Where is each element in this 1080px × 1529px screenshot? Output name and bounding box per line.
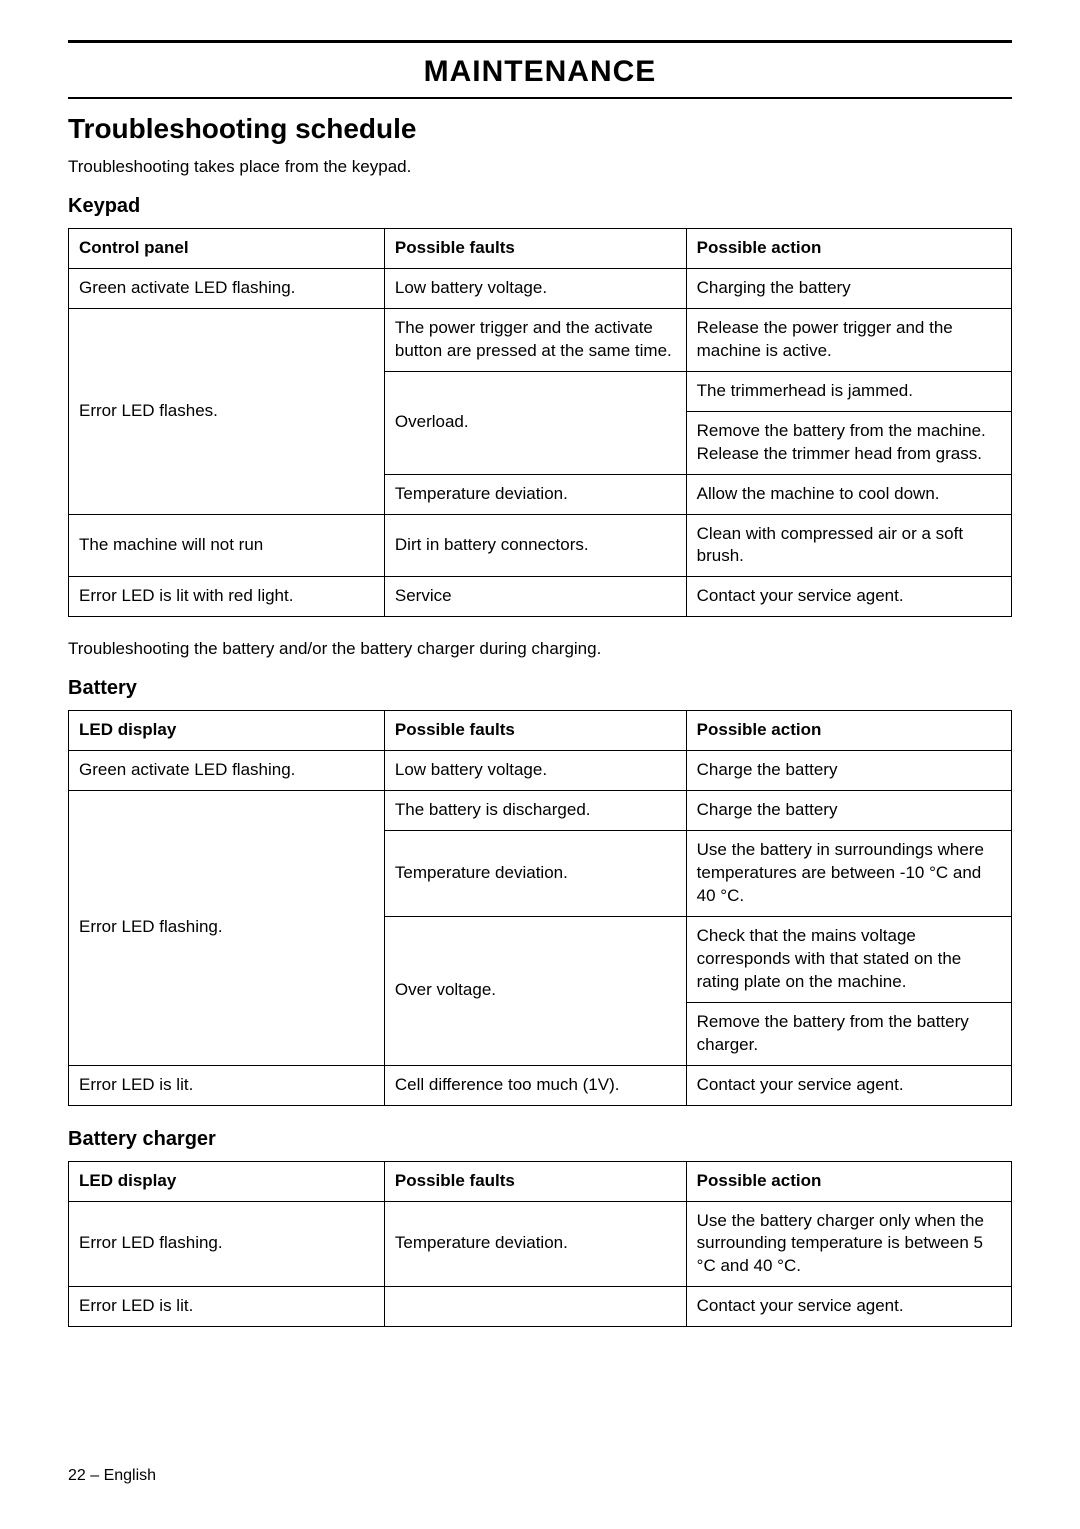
keypad-heading: Keypad: [68, 195, 1012, 218]
top-rule: [68, 40, 1012, 43]
cell: Temperature deviation.: [384, 831, 686, 917]
col-header: LED display: [69, 711, 385, 751]
keypad-table: Control panel Possible faults Possible a…: [68, 228, 1012, 617]
col-header: Possible action: [686, 711, 1011, 751]
intro-text-2: Troubleshooting the battery and/or the b…: [68, 639, 1012, 659]
intro-text-1: Troubleshooting takes place from the key…: [68, 157, 1012, 177]
table-row: Error LED is lit. Cell difference too mu…: [69, 1065, 1012, 1105]
table-row: Error LED flashing. The battery is disch…: [69, 791, 1012, 831]
table-header-row: LED display Possible faults Possible act…: [69, 711, 1012, 751]
table-header-row: Control panel Possible faults Possible a…: [69, 229, 1012, 269]
col-header: Possible faults: [384, 711, 686, 751]
cell: Cell difference too much (1V).: [384, 1065, 686, 1105]
section-title: Troubleshooting schedule: [68, 113, 1012, 145]
chapter-title: MAINTENANCE: [68, 55, 1012, 89]
cell: Error LED is lit with red light.: [69, 577, 385, 617]
cell: Clean with compressed air or a soft brus…: [686, 514, 1011, 577]
table-row: The machine will not run Dirt in battery…: [69, 514, 1012, 577]
cell: [384, 1287, 686, 1327]
cell: Allow the machine to cool down.: [686, 474, 1011, 514]
cell: Temperature deviation.: [384, 1201, 686, 1287]
cell: Error LED is lit.: [69, 1287, 385, 1327]
charger-heading: Battery charger: [68, 1128, 1012, 1151]
col-header: LED display: [69, 1161, 385, 1201]
cell: Dirt in battery connectors.: [384, 514, 686, 577]
cell: Charge the battery: [686, 751, 1011, 791]
cell: The battery is discharged.: [384, 791, 686, 831]
cell: Green activate LED flashing.: [69, 751, 385, 791]
table-row: Error LED flashes. The power trigger and…: [69, 308, 1012, 371]
cell: The power trigger and the activate butto…: [384, 308, 686, 371]
cell: Error LED flashing.: [69, 791, 385, 1065]
cell: Low battery voltage.: [384, 268, 686, 308]
cell: Remove the battery from the machine. Rel…: [686, 411, 1011, 474]
table-row: Error LED is lit. Contact your service a…: [69, 1287, 1012, 1327]
table-row: Error LED is lit with red light. Service…: [69, 577, 1012, 617]
cell: Error LED flashing.: [69, 1201, 385, 1287]
cell: Overload.: [384, 371, 686, 474]
page-footer: 22 – English: [68, 1467, 156, 1485]
cell: Green activate LED flashing.: [69, 268, 385, 308]
col-header: Control panel: [69, 229, 385, 269]
cell: Contact your service agent.: [686, 1065, 1011, 1105]
cell: Use the battery in surroundings where te…: [686, 831, 1011, 917]
cell: Error LED flashes.: [69, 308, 385, 514]
cell: Use the battery charger only when the su…: [686, 1201, 1011, 1287]
cell: Contact your service agent.: [686, 577, 1011, 617]
col-header: Possible faults: [384, 1161, 686, 1201]
cell: Remove the battery from the battery char…: [686, 1002, 1011, 1065]
col-header: Possible faults: [384, 229, 686, 269]
cell: Charging the battery: [686, 268, 1011, 308]
table-header-row: LED display Possible faults Possible act…: [69, 1161, 1012, 1201]
cell: Over voltage.: [384, 916, 686, 1065]
cell: Release the power trigger and the machin…: [686, 308, 1011, 371]
col-header: Possible action: [686, 229, 1011, 269]
cell: Charge the battery: [686, 791, 1011, 831]
table-row: Green activate LED flashing. Low battery…: [69, 268, 1012, 308]
cell: Low battery voltage.: [384, 751, 686, 791]
col-header: Possible action: [686, 1161, 1011, 1201]
battery-table: LED display Possible faults Possible act…: [68, 710, 1012, 1105]
table-row: Error LED flashing. Temperature deviatio…: [69, 1201, 1012, 1287]
cell: Temperature deviation.: [384, 474, 686, 514]
cell: Contact your service agent.: [686, 1287, 1011, 1327]
battery-heading: Battery: [68, 677, 1012, 700]
table-row: Green activate LED flashing. Low battery…: [69, 751, 1012, 791]
cell: Check that the mains voltage corresponds…: [686, 916, 1011, 1002]
cell: The machine will not run: [69, 514, 385, 577]
charger-table: LED display Possible faults Possible act…: [68, 1161, 1012, 1328]
sub-rule: [68, 97, 1012, 99]
cell: The trimmerhead is jammed.: [686, 371, 1011, 411]
cell: Error LED is lit.: [69, 1065, 385, 1105]
cell: Service: [384, 577, 686, 617]
manual-page: MAINTENANCE Troubleshooting schedule Tro…: [0, 0, 1080, 1529]
